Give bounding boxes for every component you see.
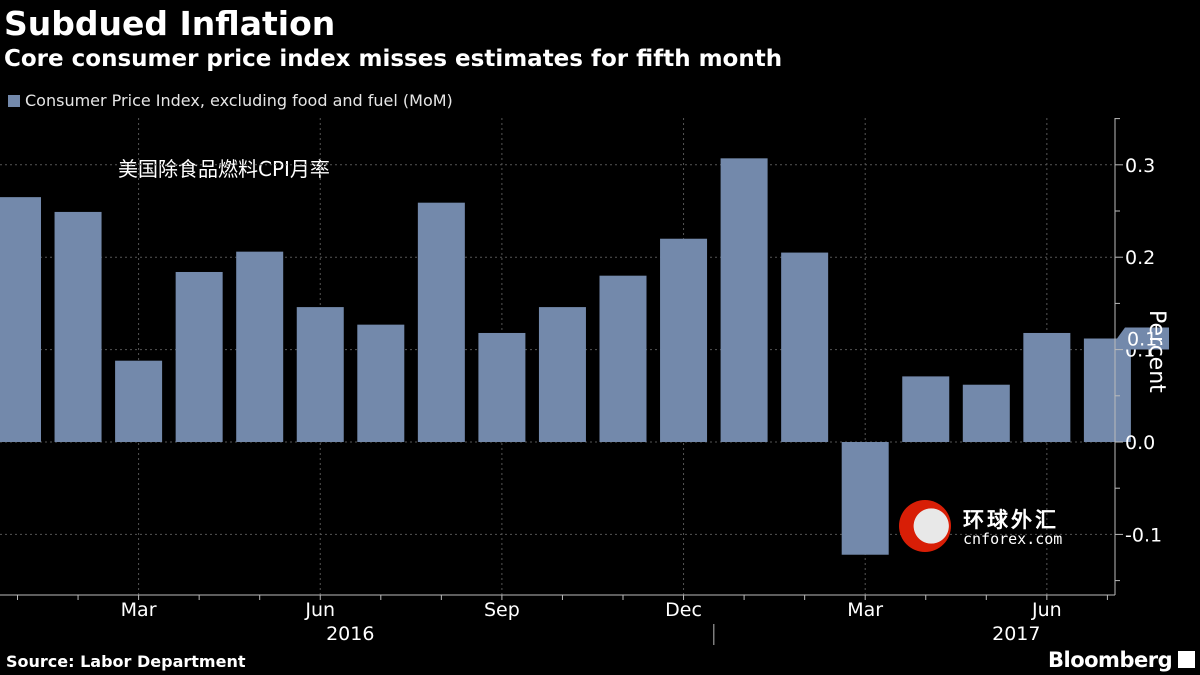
bar: [538, 307, 586, 442]
bar: [296, 307, 344, 442]
bar: [962, 384, 1010, 442]
bar: [1083, 338, 1131, 442]
y-tick-label: -0.1: [1125, 524, 1162, 546]
chinese-annotation: 美国除食品燃料CPI月率: [118, 157, 330, 181]
bar: [720, 158, 768, 442]
bar: [841, 442, 889, 555]
bar: [781, 252, 829, 442]
bar: [478, 332, 526, 442]
last-value-label: 0.1: [1127, 329, 1157, 351]
x-tick-label: Sep: [484, 599, 520, 621]
y-axis-label: Percent: [1144, 310, 1169, 393]
legend-label: Consumer Price Index, excluding food and…: [25, 91, 453, 110]
legend: Consumer Price Index, excluding food and…: [8, 91, 453, 110]
bar: [0, 197, 41, 442]
bar: [236, 251, 284, 442]
cnforex-logo-icon: [899, 500, 951, 552]
bar: [1023, 332, 1071, 442]
chart-subtitle: Core consumer price index misses estimat…: [4, 46, 783, 72]
legend-swatch: [8, 94, 20, 107]
y-tick-label: 0.2: [1125, 247, 1155, 269]
x-tick-label: Mar: [121, 599, 157, 621]
source-note: Source: Labor Department: [6, 652, 246, 671]
last-value-tag: [1117, 327, 1169, 350]
bar: [175, 271, 223, 442]
bar: [902, 376, 950, 442]
bar: [417, 202, 465, 442]
cnforex-watermark: 环球外汇 cnforex.com: [897, 498, 1087, 554]
bar: [599, 275, 647, 442]
bar: [54, 211, 102, 442]
bar: [357, 324, 405, 442]
x-tick-label: Dec: [665, 599, 702, 621]
x-tick-label: Jun: [1031, 599, 1062, 621]
bar: [660, 238, 708, 442]
year-label: 2016: [326, 623, 374, 645]
chart-title: Subdued Inflation: [4, 4, 336, 43]
bar: [115, 360, 163, 442]
x-tick-label: Jun: [304, 599, 335, 621]
watermark-name: 环球外汇: [963, 508, 1059, 532]
bloomberg-logo: Bloomberg: [1048, 648, 1173, 672]
year-label: 2017: [992, 623, 1040, 645]
x-tick-label: Mar: [847, 599, 883, 621]
watermark-site: cnforex.com: [963, 530, 1063, 548]
y-tick-label: 0.3: [1125, 155, 1155, 177]
bloomberg-terminal-icon: [1178, 651, 1195, 668]
y-tick-label: 0.0: [1125, 432, 1155, 454]
